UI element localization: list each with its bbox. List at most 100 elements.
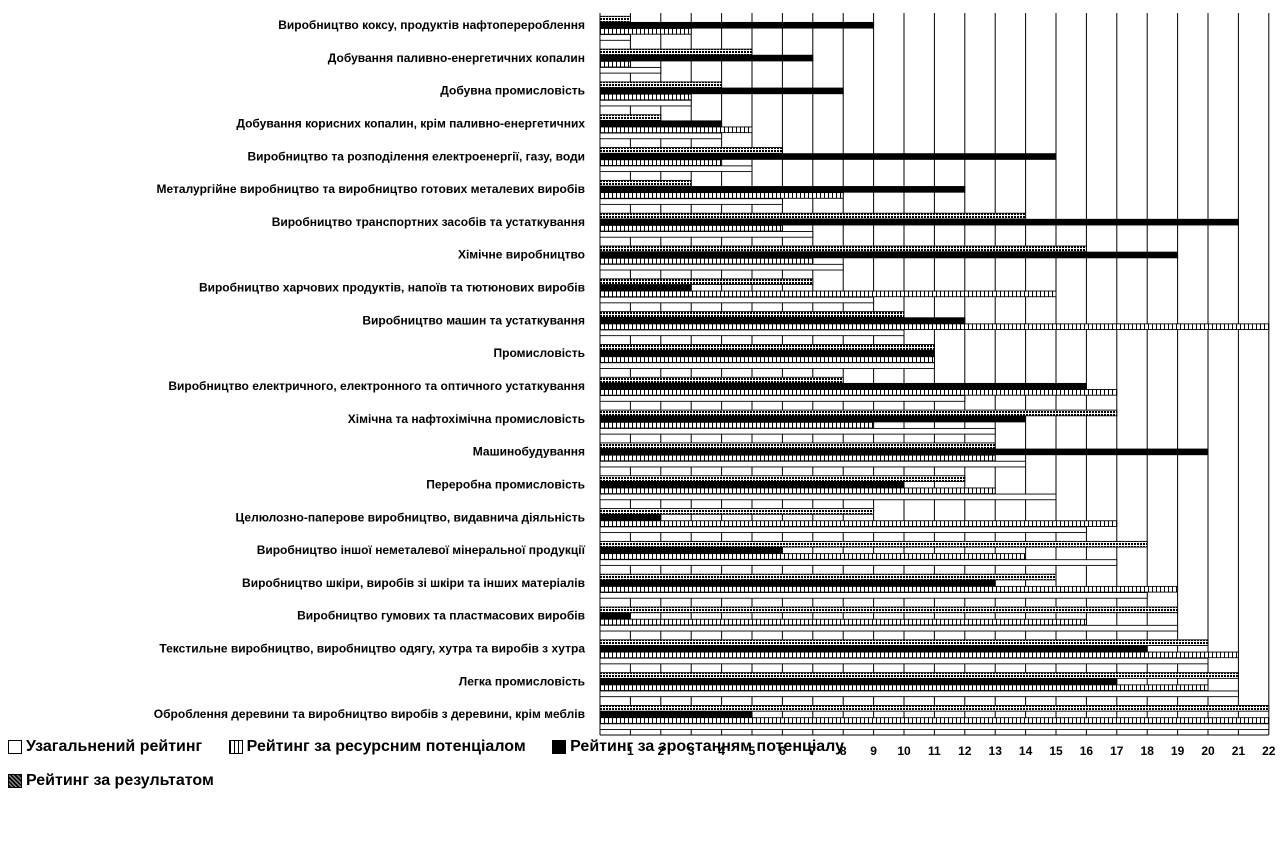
bar-dense (600, 541, 1147, 547)
bar-empty (600, 100, 691, 106)
bar-solid (600, 449, 1208, 455)
bar-bricks (600, 390, 1117, 396)
bar-solid (600, 318, 965, 324)
category-label: Металургійне виробництво та виробництво … (157, 182, 585, 196)
bar-empty (600, 232, 813, 238)
bar-bricks (600, 554, 1026, 560)
legend-label: Узагальнений рейтинг (26, 738, 202, 756)
category-label: Виробництво гумових та пластмасових виро… (297, 609, 585, 623)
bar-dense (600, 16, 630, 22)
bar-bricks (600, 455, 995, 461)
category-label: Хімічна та нафтохімічна промисловість (348, 412, 585, 426)
bar-dense (600, 49, 752, 55)
bar-dense (600, 312, 904, 318)
category-label: Добування паливно-енергетичних копалин (328, 51, 585, 65)
bar-bricks (600, 357, 934, 363)
category-label: Виробництво шкіри, виробів зі шкіри та і… (242, 576, 585, 590)
bar-bricks (600, 685, 1208, 691)
category-label: Виробництво транспортних засобів та уста… (272, 215, 585, 229)
bar-solid (600, 186, 965, 192)
bar-dense (600, 213, 1026, 219)
bar-empty (600, 593, 1147, 599)
legend-item-result: Рейтинг за результатом (8, 770, 214, 792)
category-label: Текстильне виробництво, виробництво одяг… (159, 642, 585, 656)
bar-solid (600, 351, 934, 357)
bar-empty (600, 133, 722, 139)
bar-solid (600, 88, 843, 94)
legend-item-resource: Рейтинг за ресурсним потенціалом (229, 736, 526, 758)
bar-empty (600, 560, 1117, 566)
bar-dense (600, 640, 1208, 646)
bar-bricks (600, 652, 1238, 658)
bar-solid (600, 646, 1147, 652)
bar-empty (600, 297, 874, 303)
bar-dense (600, 410, 1117, 416)
bar-solid (600, 515, 661, 521)
bar-empty (600, 461, 1026, 467)
bar-bricks (600, 718, 1269, 724)
legend-swatch-bricks (229, 740, 243, 754)
bar-empty (600, 35, 630, 41)
bar-solid (600, 679, 1117, 685)
bar-solid (600, 712, 752, 718)
bar-empty (600, 363, 934, 369)
category-label: Виробництво іншої неметалевої мінерально… (257, 543, 586, 557)
bar-dense (600, 246, 1086, 252)
legend-item-growth: Рейтинг за зростанням потенціалу (552, 736, 844, 758)
bar-dense (600, 607, 1178, 613)
bar-dense (600, 476, 965, 482)
bar-empty (600, 691, 1238, 697)
bar-solid (600, 121, 722, 127)
bar-bricks (600, 324, 1269, 330)
bar-dense (600, 509, 874, 515)
bar-bricks (600, 94, 691, 100)
category-label: Виробництво електричного, електронного т… (168, 379, 585, 393)
legend-label: Рейтинг за результатом (26, 772, 214, 790)
bar-solid (600, 416, 1026, 422)
bar-dense (600, 574, 1056, 580)
bar-bricks (600, 29, 691, 35)
bar-bricks (600, 193, 843, 199)
bar-dense (600, 443, 995, 449)
category-label: Хімічне виробництво (458, 248, 585, 262)
bar-bricks (600, 291, 1056, 297)
bar-dense (600, 673, 1238, 679)
bar-solid (600, 285, 691, 291)
bar-solid (600, 580, 995, 586)
bar-empty (600, 199, 782, 205)
legend-label: Рейтинг за ресурсним потенціалом (247, 738, 526, 756)
category-label: Виробництво харчових продуктів, напоїв т… (199, 281, 585, 295)
bar-bricks (600, 488, 995, 494)
bar-empty (600, 264, 843, 270)
bar-dense (600, 279, 813, 285)
bar-solid (600, 154, 1056, 160)
category-label: Машинобудування (473, 445, 585, 459)
bar-bricks (600, 422, 874, 428)
bar-bricks (600, 160, 722, 166)
bar-bricks (600, 61, 630, 67)
legend-swatch-solid (552, 740, 566, 754)
category-labels: Виробництво коксу, продуктів нафтопереро… (154, 18, 586, 721)
category-label: Добування корисних копалин, крім паливно… (236, 116, 585, 130)
bar-bricks (600, 127, 752, 133)
bar-bricks (600, 619, 1086, 625)
bar-bricks (600, 225, 782, 231)
bar-dense (600, 148, 782, 154)
category-label: Промисловість (494, 346, 586, 360)
bar-empty (600, 527, 1086, 533)
bar-empty (600, 625, 1178, 631)
bar-solid (600, 219, 1238, 225)
category-label: Виробництво та розподілення електроенерг… (247, 149, 585, 163)
bar-empty (600, 724, 1269, 730)
legend-label: Рейтинг за зростанням потенціалу (570, 738, 844, 756)
category-label: Оброблення деревини та виробництво вироб… (154, 707, 585, 721)
category-label: Переробна промисловість (426, 477, 585, 491)
bar-dense (600, 180, 691, 186)
bar-empty (600, 658, 1208, 664)
bar-solid (600, 252, 1178, 258)
bar-solid (600, 482, 904, 488)
bar-empty (600, 494, 1056, 500)
category-label: Добувна промисловість (440, 84, 585, 98)
bar-solid (600, 383, 1086, 389)
